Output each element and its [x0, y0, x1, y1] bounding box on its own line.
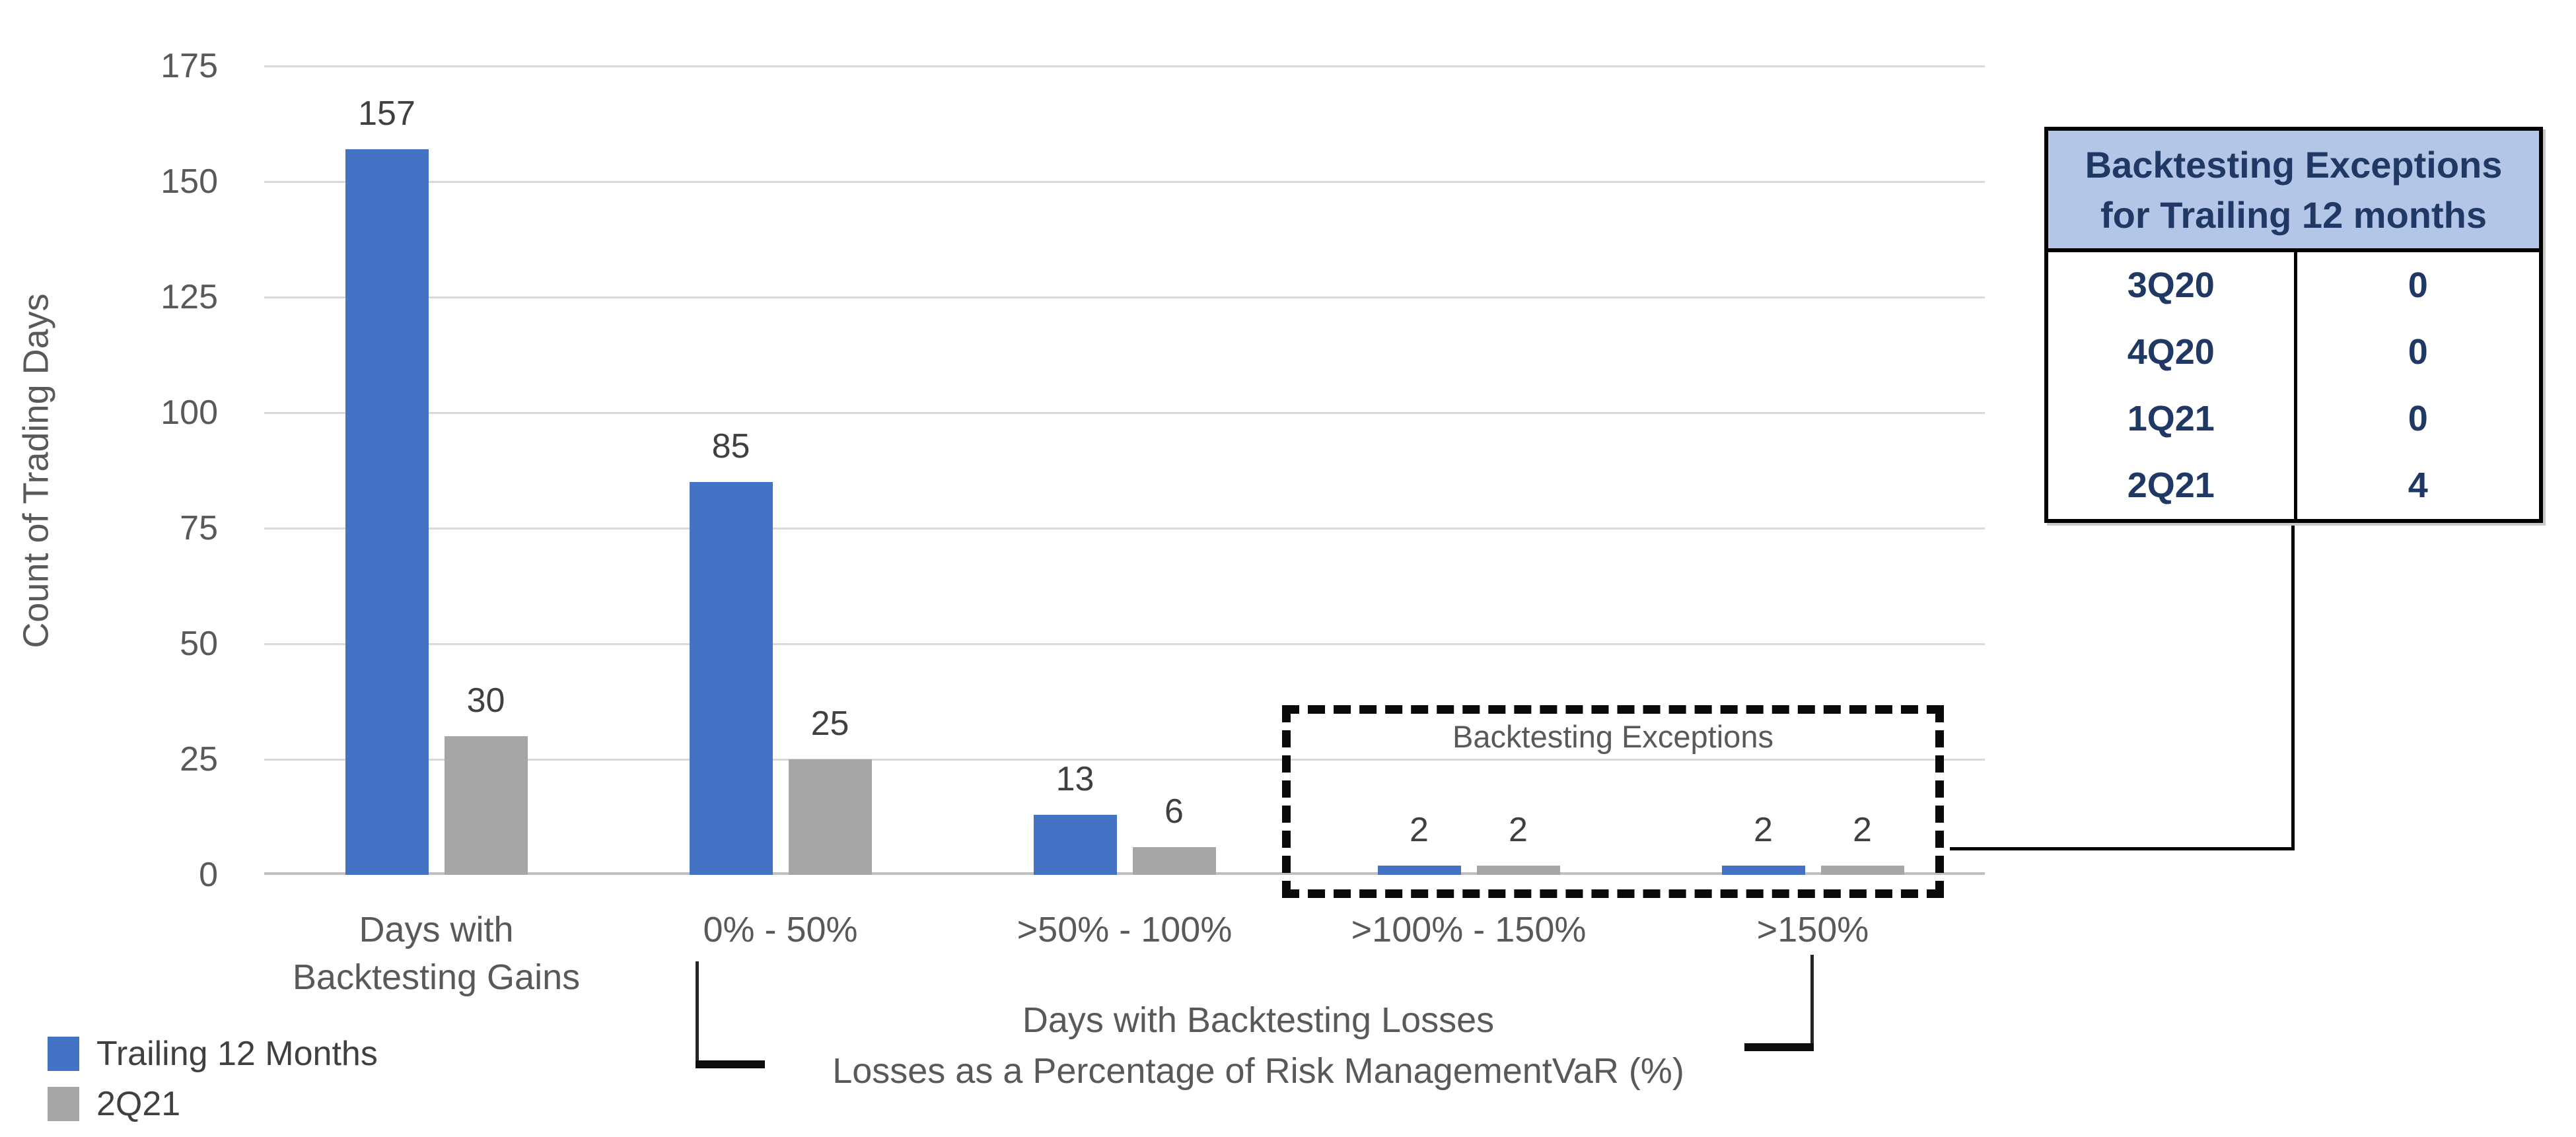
gridline — [264, 296, 1985, 298]
table-body: 3Q20 0 4Q20 0 1Q21 0 2Q21 4 — [2048, 252, 2539, 519]
y-tick-label: 25 — [180, 740, 218, 778]
y-tick-label: 100 — [161, 394, 218, 432]
bar-trailing-12-months — [1721, 866, 1805, 875]
bar-value-label: 2 — [1410, 811, 1429, 849]
table-connector-horizontal-line — [1950, 847, 2295, 850]
y-axis-title: Count of Trading Days — [7, 66, 66, 875]
bar-trailing-12-months — [1377, 866, 1461, 875]
table-cell-exceptions: 0 — [2293, 386, 2540, 452]
x-axis-baseline — [264, 872, 1985, 875]
y-tick-label: 0 — [199, 856, 218, 894]
bar-value-label: 2 — [1509, 811, 1528, 849]
bar-column: 6 — [1132, 66, 1216, 875]
bar-column: 2 — [1377, 66, 1461, 875]
bar-trailing-12-months — [345, 149, 429, 875]
bar-column: 157 — [345, 66, 429, 875]
bar-column: 2 — [1476, 66, 1560, 875]
bar-column: 13 — [1033, 66, 1117, 875]
x-category-label: 0% - 50% — [703, 910, 858, 949]
bar-value-label: 13 — [1055, 760, 1094, 798]
bar-column: 25 — [788, 66, 872, 875]
x-axis-category-labels: Days with Backtesting Gains 0% - 50% >50% … — [264, 906, 1985, 1012]
table-cell-exceptions: 0 — [2293, 252, 2540, 319]
bar-column: 2 — [1721, 66, 1805, 875]
bar-group: 13 6 — [952, 66, 1297, 875]
legend-swatch-icon — [48, 1037, 79, 1071]
bar-column: 30 — [444, 66, 528, 875]
bar-2q21 — [1132, 847, 1216, 875]
gridline — [264, 758, 1985, 761]
bar-group: 85 25 — [608, 66, 952, 875]
x-category-label: >150% — [1756, 910, 1869, 949]
backtesting-exceptions-table: Backtesting Exceptions for Trailing 12 m… — [2044, 127, 2543, 523]
bar-2q21 — [1476, 866, 1560, 875]
legend-label: 2Q21 — [96, 1085, 181, 1123]
bar-trailing-12-months — [1033, 815, 1117, 875]
left-bracket-horizontal-tick — [696, 1060, 765, 1068]
bar-value-label: 30 — [466, 681, 505, 720]
bar-column: 2 — [1820, 66, 1904, 875]
right-bracket-vertical-line — [1810, 955, 1814, 1050]
bar-value-label: 157 — [358, 94, 415, 133]
y-axis-title-text: Count of Trading Days — [17, 293, 57, 648]
legend-item: Trailing 12 Months — [48, 1035, 378, 1073]
legend-label: Trailing 12 Months — [96, 1035, 378, 1073]
y-tick-label: 125 — [161, 278, 218, 316]
legend: Trailing 12 Months 2Q21 — [48, 1035, 378, 1137]
bar-2q21 — [1820, 866, 1904, 875]
legend-swatch-icon — [48, 1087, 79, 1121]
x-category-label: Days with Backtesting Gains — [292, 910, 581, 997]
bar-group: 157 30 — [264, 66, 608, 875]
y-tick-label: 75 — [180, 509, 218, 547]
x-axis-title: Days with Backtesting Losses Losses as a… — [528, 996, 1988, 1097]
bar-value-label: 85 — [711, 427, 750, 465]
bar-column: 85 — [689, 66, 773, 875]
plot-area: 157 30 85 25 13 6 2 2 2 2 — [264, 65, 1985, 875]
bar-trailing-12-months — [689, 482, 773, 875]
y-tick-label: 50 — [180, 625, 218, 663]
table-cell-quarter: 4Q20 — [2127, 332, 2215, 372]
x-category-label: >50% - 100% — [1017, 910, 1233, 949]
backtesting-exceptions-dashed-box — [1282, 705, 1944, 898]
table-cell-quarter: 3Q20 — [2127, 265, 2215, 305]
table-cell-exceptions: 4 — [2293, 452, 2540, 519]
y-tick-label: 150 — [161, 162, 218, 201]
bar-value-label: 2 — [1754, 811, 1773, 849]
backtesting-exceptions-annotation: Backtesting Exceptions — [1452, 719, 1773, 754]
x-category-label: >100% - 150% — [1351, 910, 1587, 949]
bar-value-label: 25 — [810, 705, 849, 743]
y-tick-label: 175 — [161, 47, 218, 85]
bar-2q21 — [788, 759, 872, 875]
gridline — [264, 642, 1985, 645]
legend-item: 2Q21 — [48, 1085, 378, 1123]
gridline — [264, 180, 1985, 183]
bar-value-label: 6 — [1164, 792, 1184, 831]
table-cell-exceptions: 0 — [2293, 319, 2540, 386]
left-bracket-vertical-line — [696, 961, 699, 1066]
table-header-line2: for Trailing 12 months — [2100, 194, 2487, 236]
bar-2q21 — [444, 736, 528, 875]
x-axis-title-line2: Losses as a Percentage of Risk Managemen… — [832, 1051, 1684, 1091]
bar-value-label: 2 — [1853, 811, 1872, 849]
table-header-line1: Backtesting Exceptions — [2085, 144, 2503, 186]
y-axis-tick-labels: 0 25 50 75 100 125 150 175 — [79, 47, 218, 894]
table-header: Backtesting Exceptions for Trailing 12 m… — [2048, 131, 2539, 252]
x-axis-title-line1: Days with Backtesting Losses — [1022, 1000, 1495, 1040]
table-cell-quarter: 1Q21 — [2127, 399, 2215, 438]
gridline — [264, 411, 1985, 414]
gridline — [264, 527, 1985, 530]
table-connector-vertical-line — [2291, 522, 2295, 850]
gridline — [264, 65, 1985, 67]
table-cell-quarter: 2Q21 — [2127, 465, 2215, 505]
right-bracket-horizontal-tick — [1744, 1043, 1814, 1051]
